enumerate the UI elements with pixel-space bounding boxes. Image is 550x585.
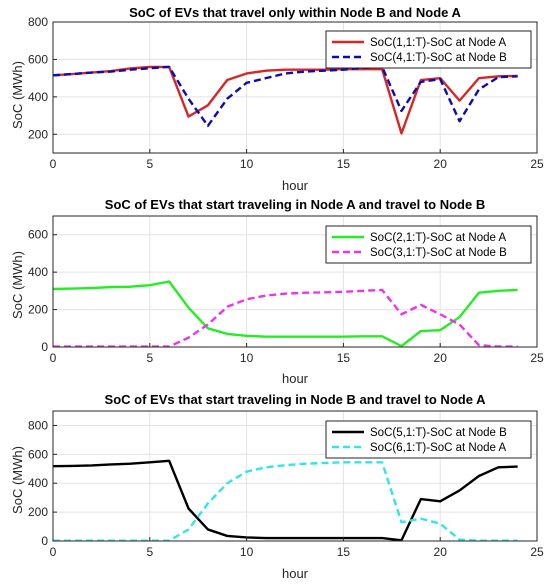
subplot-2-x-tick-label: 15	[337, 351, 351, 365]
subplot-1-xlabel: hour	[282, 178, 309, 193]
subplot-1-legend-box	[325, 30, 532, 69]
subplot-1-series-2-line	[53, 65, 518, 128]
subplot-3-axes-frame	[52, 410, 538, 542]
subplot-3-x-tick-label: 0	[50, 545, 57, 559]
subplot-2-xlabel: hour	[282, 371, 309, 386]
subplot-1-axes-frame	[52, 21, 538, 154]
subplot-1-y-tick-label: 800	[28, 15, 48, 29]
subplot-1-y-tick-label: 400	[28, 90, 48, 104]
subplot-2-ylabel: SoC (MWh)	[10, 251, 25, 319]
subplot-1-y-tick-label: 600	[28, 52, 48, 66]
subplot-1-x-tick-label: 10	[240, 157, 254, 171]
subplot-3-title: SoC of EVs that start traveling in Node …	[105, 392, 487, 407]
subplot-2: SoC of EVs that start traveling in Node …	[10, 197, 544, 386]
subplot-3-x-tick-label: 5	[146, 545, 153, 559]
subplot-3-x-tick-label: 25	[530, 545, 544, 559]
subplot-3-y-tick-label: 0	[41, 534, 48, 548]
subplot-3-series-1-line	[53, 459, 518, 541]
subplot-1-legend-label-1: SoC(1,1:T)-SoC at Node A	[370, 37, 506, 49]
subplot-1-title: SoC of EVs that travel only within Node …	[129, 5, 461, 20]
subplot-3-y-tick-label: 200	[28, 505, 48, 519]
subplot-1-legend-label-2: SoC(4,1:T)-SoC at Node B	[370, 52, 507, 64]
subplot-1-x-tick-label: 25	[530, 157, 544, 171]
subplot-2-x-tick-label: 5	[146, 351, 153, 365]
subplot-1-ylabel: SoC (MWh)	[10, 61, 25, 129]
subplot-3-x-tick-label: 15	[337, 545, 351, 559]
subplot-1-x-tick-label: 5	[146, 157, 153, 171]
subplot-2-y-tick-label: 400	[28, 265, 48, 279]
subplot-2-legend: SoC(2,1:T)-SoC at Node A SoC(3,1:T)-SoC a…	[325, 225, 532, 264]
subplot-3-x-tick-label: 10	[240, 545, 254, 559]
subplot-3-x-tick-label: 20	[434, 545, 448, 559]
subplot-3-legend-box	[325, 420, 532, 459]
subplot-1-x-tick-label: 0	[50, 157, 57, 171]
subplot-1-legend: SoC(1,1:T)-SoC at Node A SoC(4,1:T)-SoC a…	[325, 30, 532, 69]
subplot-2-legend-box	[325, 225, 532, 264]
subplot-1-x-tick-label: 15	[337, 157, 351, 171]
subplot-1-series-group	[53, 65, 518, 135]
subplot-2-title: SoC of EVs that start traveling in Node …	[105, 197, 485, 212]
subplot-3-legend-label-1: SoC(5,1:T)-SoC at Node B	[370, 427, 507, 439]
subplot-2-series-1-line	[53, 280, 518, 347]
subplot-3-y-tick-label: 600	[28, 447, 48, 461]
subplot-3-y-tick-label: 400	[28, 476, 48, 490]
subplot-3-legend-label-2: SoC(6,1:T)-SoC at Node A	[370, 442, 506, 454]
subplot-3-xlabel: hour	[282, 566, 309, 581]
subplot-2-x-tick-label: 0	[50, 351, 57, 365]
subplot-1-x-tick-label: 20	[434, 157, 448, 171]
subplot-2-x-tick-label: 20	[434, 351, 448, 365]
subplot-2-y-tick-label: 200	[28, 303, 48, 317]
subplot-3-legend: SoC(5,1:T)-SoC at Node B SoC(6,1:T)-SoC a…	[325, 420, 532, 459]
subplot-3-y-tick-label: 800	[28, 418, 48, 432]
subplot-1: SoC of EVs that travel only within Node …	[10, 5, 544, 193]
subplot-2-x-tick-label: 25	[530, 351, 544, 365]
subplot-2-y-tick-label: 600	[28, 228, 48, 242]
subplot-3: SoC of EVs that start traveling in Node …	[10, 392, 544, 581]
subplot-2-axes-frame	[52, 215, 538, 348]
subplot-2-x-tick-label: 10	[240, 351, 254, 365]
subplot-2-legend-label-1: SoC(2,1:T)-SoC at Node A	[370, 232, 506, 244]
subplot-1-y-tick-label: 200	[28, 127, 48, 141]
subplot-3-ylabel: SoC (MWh)	[10, 446, 25, 514]
subplot-2-legend-label-2: SoC(3,1:T)-SoC at Node B	[370, 247, 507, 259]
subplot-2-y-tick-label: 0	[41, 340, 48, 354]
